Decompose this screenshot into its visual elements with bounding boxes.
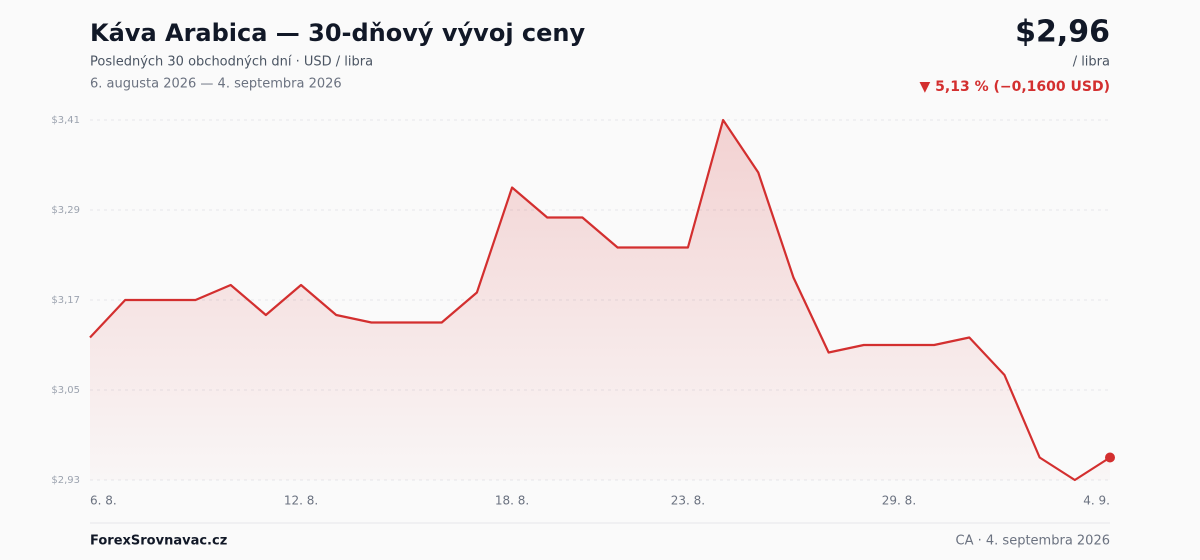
y-tick-label: $3,17: [51, 295, 80, 306]
x-tick-label: 29. 8.: [882, 494, 916, 508]
source: ForexSrovnavac.cz: [90, 534, 227, 549]
date-range: 6. augusta 2026 — 4. septembra 2026: [90, 77, 342, 92]
footnote: CA · 4. septembra 2026: [956, 534, 1110, 549]
x-tick-label: 6. 8.: [90, 494, 117, 508]
last-point: [1105, 452, 1115, 463]
price: $2,96: [1015, 15, 1110, 50]
y-tick-label: $3,29: [51, 205, 80, 216]
change: ▼ 5,13 % (−0,1600 USD): [920, 79, 1110, 95]
y-tick-label: $3,05: [51, 385, 80, 396]
y-tick-label: $3,41: [51, 115, 80, 126]
x-tick-label: 23. 8.: [671, 494, 705, 508]
area: [90, 120, 1110, 480]
y-tick-label: $2,93: [51, 475, 80, 486]
price-line: [89, 118, 1111, 482]
chart-title: Káva Arabica — 30-dňový vývoj ceny: [90, 19, 585, 47]
price-unit: / libra: [1073, 55, 1110, 70]
x-tick-label: 12. 8.: [284, 494, 318, 508]
x-tick-label: 18. 8.: [495, 494, 529, 508]
x-tick-label: 4. 9.: [1083, 494, 1110, 508]
subtitle: Posledných 30 obchodných dní · USD / lib…: [90, 55, 373, 70]
